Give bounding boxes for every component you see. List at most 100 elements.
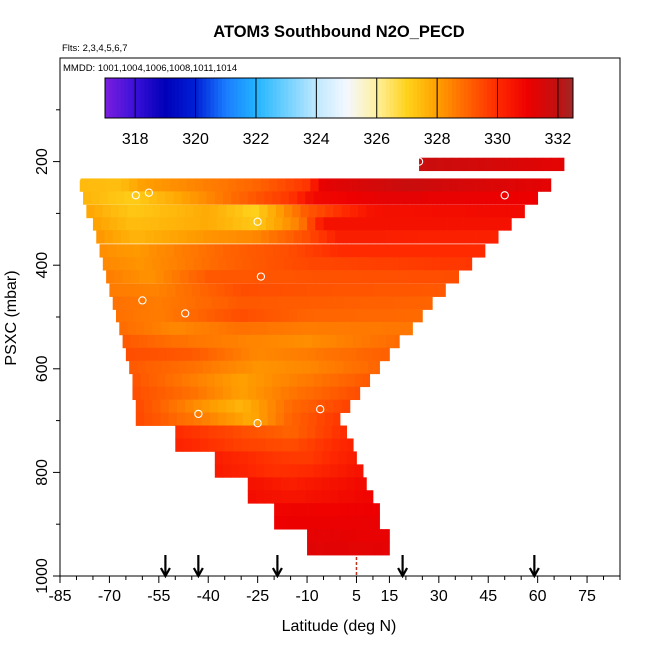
heatmap-cell — [338, 386, 347, 401]
colorbar-swatch — [354, 78, 359, 118]
heatmap-cell — [260, 230, 270, 244]
heatmap-cell — [302, 230, 311, 244]
heatmap-cell — [387, 191, 397, 205]
heatmap-cell — [461, 191, 471, 205]
heatmap-cell — [453, 244, 463, 258]
heatmap-cell — [400, 230, 410, 244]
y-tick-label: 200 — [34, 148, 51, 175]
heatmap-cell — [483, 230, 492, 244]
heatmap-cell — [139, 270, 148, 284]
heatmap-cell — [524, 178, 534, 192]
heatmap-cell — [214, 451, 224, 465]
heatmap-cell — [274, 503, 283, 517]
colorbar-swatch — [237, 78, 242, 118]
colorbar-swatch — [534, 78, 539, 118]
heatmap-cell — [300, 412, 310, 426]
heatmap-cell — [358, 204, 367, 219]
heatmap-cell — [135, 321, 145, 336]
heatmap-cell — [252, 296, 262, 310]
heatmap-cell — [175, 425, 184, 439]
heatmap-cell — [241, 425, 250, 439]
heatmap-cell — [162, 230, 171, 244]
colorbar-swatch — [311, 78, 316, 118]
heatmap-cell — [292, 399, 301, 413]
heatmap-cell — [313, 464, 323, 478]
colorbar-swatch — [190, 78, 196, 118]
x-tick-label: -10 — [295, 588, 318, 605]
heatmap-cell — [435, 270, 445, 284]
heatmap-cell — [384, 178, 394, 192]
heatmap-cell — [466, 230, 476, 244]
colorbar-swatch — [346, 78, 352, 118]
heatmap-cell — [280, 386, 290, 401]
heatmap-cell — [405, 283, 415, 297]
colorbar-swatch — [276, 78, 281, 118]
heatmap-cell — [195, 296, 204, 310]
heatmap-cell — [124, 308, 133, 323]
heatmap-cell — [354, 477, 364, 491]
heatmap-cell — [223, 308, 232, 323]
heatmap-cell — [338, 490, 347, 504]
heatmap-cell — [325, 399, 334, 413]
heatmap-cell — [316, 321, 326, 336]
heatmap-cell — [224, 425, 234, 439]
heatmap-cell — [193, 321, 203, 336]
heatmap-cell — [328, 334, 338, 349]
heatmap-cell — [176, 204, 186, 219]
heatmap-cell — [460, 157, 469, 172]
observation-point — [144, 188, 154, 197]
heatmap-cell — [536, 191, 539, 205]
colorbar-swatch — [339, 78, 344, 118]
heatmap-cell — [417, 296, 427, 310]
heatmap-cell — [343, 230, 352, 244]
heatmap-cell — [135, 412, 145, 426]
heatmap-cell — [160, 204, 170, 219]
heatmap-cell — [231, 244, 240, 258]
heatmap-cell — [371, 244, 380, 258]
heatmap-cell — [274, 438, 283, 452]
heatmap-cell — [343, 296, 352, 310]
heatmap-cell — [152, 399, 161, 413]
heatmap-cell — [351, 230, 361, 244]
heatmap-cell — [292, 321, 301, 336]
heatmap-cell — [249, 283, 259, 297]
heatmap-cell — [99, 244, 109, 258]
heatmap-cell — [198, 373, 207, 388]
heatmap-cell — [491, 178, 501, 192]
heatmap-cell — [522, 204, 525, 219]
heatmap-cell — [259, 399, 268, 413]
colorbar-swatch — [120, 78, 125, 118]
heatmap-cell — [269, 360, 278, 375]
heatmap-cell — [491, 230, 499, 244]
heatmap-cell — [275, 412, 285, 426]
heatmap-cell — [247, 490, 257, 504]
colorbar-swatch — [155, 78, 160, 118]
colorbar-swatch — [479, 78, 484, 118]
colorbar-tick-label: 326 — [363, 131, 390, 148]
heatmap-cell — [186, 360, 196, 375]
heatmap-cell — [372, 283, 382, 297]
heatmap-cell — [221, 270, 231, 284]
heatmap-cell — [129, 178, 138, 192]
heatmap-cell — [432, 204, 441, 219]
heatmap-cell — [297, 386, 306, 401]
heatmap-cell — [256, 490, 265, 504]
heatmap-cell — [307, 283, 316, 297]
colorbar-swatch — [132, 78, 137, 118]
heatmap-cell — [214, 386, 224, 401]
heatmap-cell — [293, 178, 303, 192]
heatmap-cell — [237, 334, 247, 349]
colorbar-swatch — [319, 78, 324, 118]
heatmap-cell — [234, 257, 244, 271]
heatmap-cell — [185, 399, 194, 413]
heatmap-cell — [216, 438, 226, 452]
heatmap-cell — [448, 257, 458, 271]
heatmap-cell — [139, 334, 148, 349]
heatmap-cell — [249, 438, 259, 452]
heatmap-cell — [216, 217, 226, 231]
heatmap-cell — [173, 373, 183, 388]
heatmap-cell — [288, 373, 298, 388]
heatmap-cell — [114, 270, 123, 284]
heatmap-cell — [456, 204, 466, 219]
colorbar-swatch — [331, 78, 336, 118]
